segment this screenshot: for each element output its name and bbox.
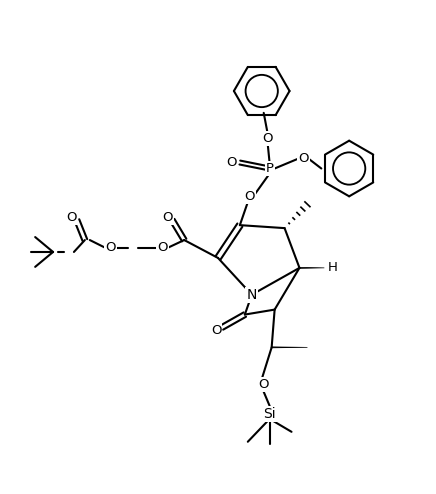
Text: H: H [327,261,337,274]
Text: O: O [211,324,221,337]
Text: O: O [227,156,237,169]
Polygon shape [272,347,307,348]
Polygon shape [300,267,324,268]
Text: O: O [106,242,116,254]
Text: O: O [262,132,273,145]
Text: O: O [67,211,77,224]
Text: O: O [259,377,269,391]
Text: O: O [298,152,309,165]
Text: Si: Si [263,407,276,421]
Text: N: N [247,288,257,302]
Text: O: O [157,242,167,254]
Text: O: O [245,190,255,203]
Text: P: P [266,162,274,175]
Text: O: O [162,211,173,224]
